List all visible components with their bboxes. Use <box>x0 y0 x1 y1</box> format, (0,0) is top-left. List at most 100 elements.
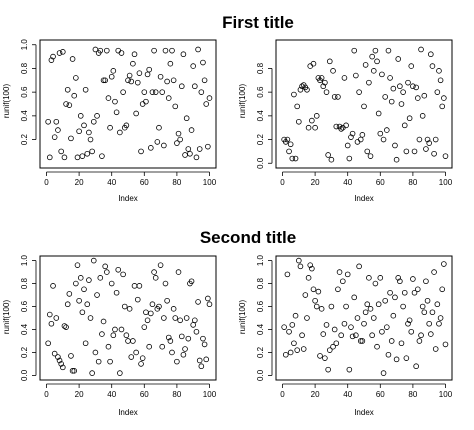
data-point <box>159 89 166 95</box>
x-tick-label: 100 <box>439 178 453 187</box>
data-point <box>387 289 393 296</box>
data-point <box>370 68 377 74</box>
data-point <box>395 275 402 281</box>
data-point <box>392 294 398 301</box>
data-point <box>309 117 315 124</box>
data-point <box>205 143 211 150</box>
data-point <box>159 343 166 350</box>
data-point <box>157 262 164 268</box>
y-tick-label: 0.6 <box>256 300 265 312</box>
data-point <box>411 148 418 155</box>
data-point <box>79 309 86 316</box>
data-point <box>46 154 53 161</box>
data-point <box>442 341 449 348</box>
data-point <box>380 370 387 376</box>
data-point <box>99 331 105 337</box>
x-tick-label: 80 <box>172 390 181 399</box>
data-point <box>68 353 74 359</box>
data-point <box>359 338 366 344</box>
data-point <box>97 275 104 281</box>
data-point <box>313 113 320 119</box>
data-point <box>370 315 377 321</box>
data-point <box>338 332 344 339</box>
data-point <box>353 72 359 79</box>
data-point <box>367 153 374 159</box>
data-point <box>123 122 130 129</box>
data-point <box>125 77 131 84</box>
data-point <box>341 75 348 81</box>
data-point <box>377 275 384 281</box>
data-point <box>344 271 351 278</box>
data-point <box>115 266 122 273</box>
data-point <box>174 140 180 146</box>
data-point <box>154 139 161 145</box>
data-point <box>180 351 187 358</box>
data-point <box>297 86 304 93</box>
data-point <box>69 56 76 62</box>
data-point <box>349 130 356 137</box>
data-point <box>362 309 369 316</box>
data-point <box>138 361 144 367</box>
data-point <box>156 124 162 131</box>
data-point <box>374 58 380 65</box>
data-point <box>151 269 157 275</box>
data-point <box>161 315 167 321</box>
data-point <box>410 276 416 282</box>
data-point <box>287 349 294 356</box>
data-point <box>100 318 107 325</box>
data-point <box>403 148 410 155</box>
data-point <box>174 358 180 365</box>
data-point <box>354 315 361 321</box>
data-point <box>130 338 136 344</box>
data-point <box>436 320 442 327</box>
data-point <box>141 324 148 330</box>
data-point <box>286 148 292 155</box>
data-point <box>380 136 387 143</box>
data-point <box>299 332 305 339</box>
data-point <box>110 332 117 339</box>
data-point <box>139 355 146 361</box>
data-point <box>126 72 133 79</box>
plot-frame <box>39 39 217 169</box>
data-point <box>205 295 211 302</box>
data-point <box>336 269 343 275</box>
data-point <box>353 332 359 339</box>
data-point <box>439 286 446 293</box>
data-point <box>424 136 431 143</box>
data-point <box>58 148 64 155</box>
data-point <box>50 283 56 289</box>
data-point <box>105 95 112 101</box>
data-point <box>331 94 338 100</box>
x-tick-label: 60 <box>140 390 149 399</box>
data-point <box>367 306 374 312</box>
x-tick-label: 80 <box>172 178 181 187</box>
data-point <box>178 333 185 340</box>
data-point <box>361 320 367 327</box>
data-point <box>366 79 372 86</box>
data-point <box>167 60 174 67</box>
data-point <box>130 60 136 67</box>
data-point <box>63 324 69 330</box>
data-point <box>64 86 71 93</box>
data-point <box>69 368 76 374</box>
data-point <box>73 75 79 81</box>
data-point <box>413 84 419 91</box>
data-point <box>294 347 300 353</box>
data-point <box>86 129 92 136</box>
data-point <box>286 328 292 335</box>
data-point <box>82 86 89 93</box>
data-point <box>385 351 392 358</box>
data-point <box>320 331 327 337</box>
data-point <box>144 71 151 78</box>
data-point <box>169 47 175 54</box>
data-point <box>182 152 188 158</box>
data-point <box>190 322 196 328</box>
data-point <box>162 280 169 287</box>
data-point <box>307 262 314 268</box>
data-point <box>291 91 297 98</box>
data-point <box>178 83 185 90</box>
data-point <box>152 275 159 281</box>
data-point <box>81 286 87 293</box>
data-point <box>144 317 151 324</box>
data-point <box>357 136 364 143</box>
